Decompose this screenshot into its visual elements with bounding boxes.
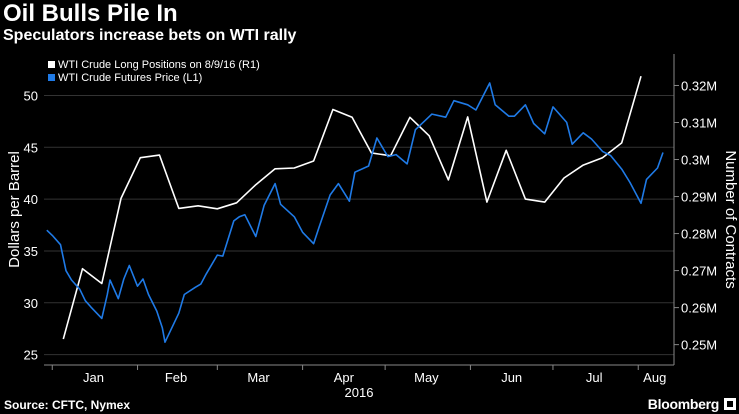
y-axis-left-label: Dollars per Barrel xyxy=(6,151,23,268)
x-tick-label: Jun xyxy=(501,370,522,385)
x-tick-label: Jul xyxy=(586,370,603,385)
right-tick-label: 0.25M xyxy=(681,338,717,353)
right-tick-label: 0.27M xyxy=(681,264,717,279)
axes: 25 30 35 40 45 50 0.25M 0.26M 0.27M 0.28M 0.29M 0.3… xyxy=(6,54,739,400)
left-tick-label: 30 xyxy=(24,296,38,311)
x-tick-label: Apr xyxy=(334,370,355,385)
left-tick-label: 25 xyxy=(24,348,38,363)
brand-logo: Bloomberg xyxy=(647,396,720,412)
legend-label: WTI Crude Long Positions on 8/9/16 (R1) xyxy=(58,59,260,71)
x-tick-label: Feb xyxy=(165,370,187,385)
x-tick-label: Jan xyxy=(83,370,104,385)
left-tick-label: 45 xyxy=(24,140,38,155)
right-tick-label: 0.28M xyxy=(681,227,717,242)
left-tick-label: 35 xyxy=(24,244,38,259)
chart-title: Oil Bulls Pile In xyxy=(3,0,178,27)
x-tick-label: Mar xyxy=(247,370,270,385)
wti-price-line xyxy=(46,82,664,344)
legend: WTI Crude Long Positions on 8/9/16 (R1)W… xyxy=(45,55,277,87)
right-tick-label: 0.31M xyxy=(681,115,717,130)
source-note: Source: CFTC, Nymex xyxy=(4,398,131,412)
legend-swatch xyxy=(48,61,55,68)
x-tick-label: May xyxy=(414,370,439,385)
left-tick-label: 40 xyxy=(24,192,38,207)
legend-label: WTI Crude Futures Price (L1) xyxy=(58,72,202,84)
legend-background xyxy=(45,55,277,87)
right-tick-label: 0.26M xyxy=(681,301,717,316)
x-tick-label: Aug xyxy=(643,370,666,385)
y-axis-right-label: Number of Contracts xyxy=(722,150,739,288)
series-lines xyxy=(46,75,664,344)
long-positions-line xyxy=(62,75,642,340)
right-tick-label: 0.29M xyxy=(681,190,717,205)
right-tick-label: 0.32M xyxy=(681,78,717,93)
legend-swatch xyxy=(48,74,55,81)
left-tick-label: 50 xyxy=(24,88,38,103)
x-year-label: 2016 xyxy=(345,385,374,400)
chart-subtitle: Speculators increase bets on WTI rally xyxy=(3,27,297,44)
grid xyxy=(44,94,674,356)
bloomberg-mark-icon xyxy=(724,398,736,410)
right-tick-label: 0.3M xyxy=(681,153,710,168)
